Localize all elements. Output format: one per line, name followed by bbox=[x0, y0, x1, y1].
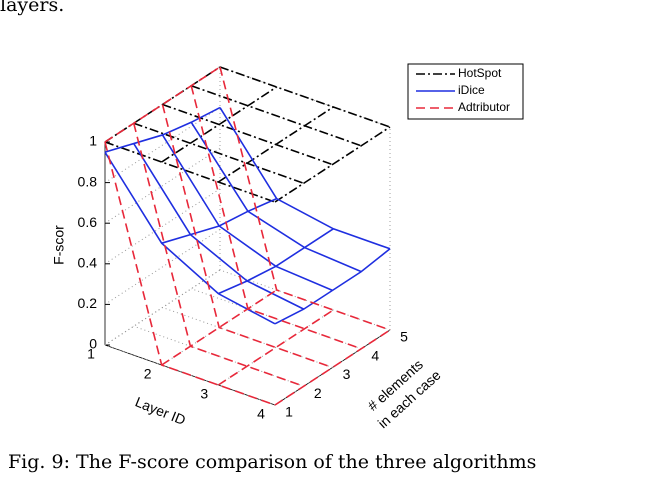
surface-line bbox=[104, 66, 221, 143]
grid-line bbox=[104, 228, 221, 305]
surface-line bbox=[161, 134, 333, 292]
legend-label: iDice bbox=[458, 83, 485, 97]
grid-line bbox=[104, 107, 221, 184]
surface-line bbox=[161, 289, 278, 366]
y-tick-label: 4 bbox=[371, 347, 379, 363]
legend-label: Adtributor bbox=[458, 100, 510, 114]
surface-line bbox=[219, 66, 391, 128]
grid-line bbox=[104, 188, 221, 265]
x-tick-label: 3 bbox=[200, 386, 208, 402]
surface-line bbox=[274, 126, 391, 203]
surface-line bbox=[190, 84, 362, 147]
x-tick-label: 2 bbox=[144, 366, 152, 382]
surface-line bbox=[104, 141, 276, 406]
surface-line bbox=[161, 104, 333, 369]
z-tick-label: 0.2 bbox=[78, 295, 98, 311]
z-tick-label: 0.6 bbox=[78, 214, 98, 230]
x-tick-label: 4 bbox=[257, 406, 265, 422]
z-tick-label: 0.4 bbox=[78, 255, 98, 271]
z-tick-label: 1 bbox=[89, 133, 97, 149]
grid-line bbox=[104, 269, 221, 346]
y-tick-label: 2 bbox=[314, 385, 322, 401]
z-axis-label: F-scor bbox=[51, 225, 67, 265]
x-axis-label: Layer ID bbox=[133, 393, 188, 428]
z-tick-label: 0 bbox=[89, 336, 97, 352]
surface-line bbox=[104, 141, 276, 203]
legend-label: HotSpot bbox=[458, 66, 502, 80]
grid-line bbox=[104, 147, 221, 224]
x-tick-label: 1 bbox=[87, 346, 95, 362]
surface-line bbox=[132, 123, 305, 388]
caption: Fig. 9: The F-score comparison of the th… bbox=[8, 451, 536, 473]
surface-line bbox=[190, 85, 362, 350]
y-tick-label: 3 bbox=[343, 366, 351, 382]
surface-line bbox=[219, 66, 391, 331]
surface-line bbox=[133, 143, 305, 310]
y-tick-label: 1 bbox=[285, 404, 293, 420]
y-tick-label: 5 bbox=[400, 329, 408, 345]
surface-line bbox=[217, 309, 334, 386]
surface-line bbox=[274, 329, 391, 406]
surface-line bbox=[162, 103, 333, 166]
surface-line bbox=[219, 107, 391, 250]
z-tick-label: 0.8 bbox=[78, 173, 98, 189]
surface-line bbox=[190, 121, 362, 273]
surface-line bbox=[161, 86, 278, 163]
header-text: layers. bbox=[0, 0, 64, 16]
surface-line bbox=[133, 122, 305, 185]
